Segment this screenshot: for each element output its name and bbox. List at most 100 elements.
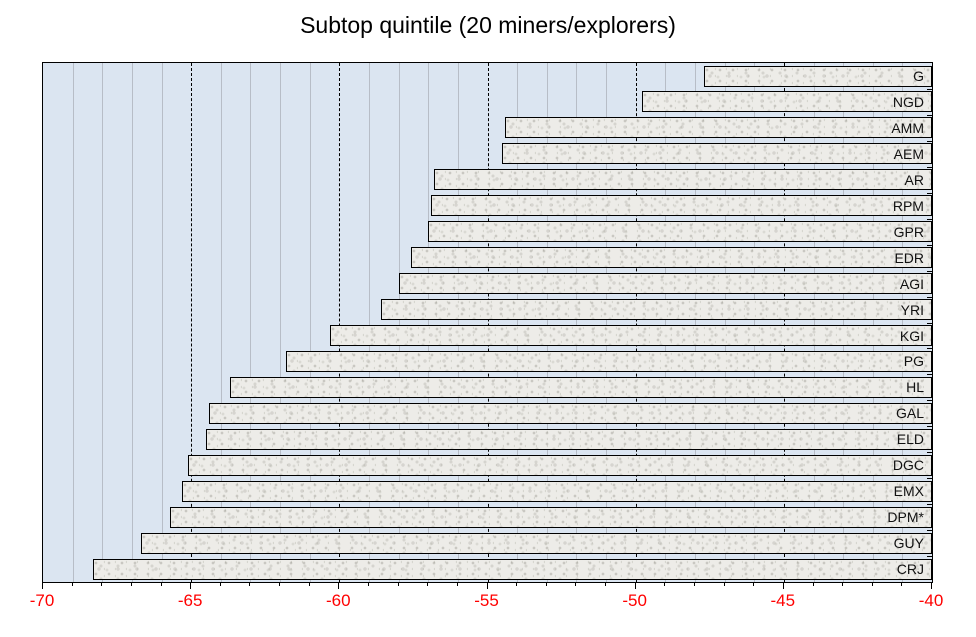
x-axis-minor-tick: [575, 582, 577, 586]
minor-gridline: [457, 63, 459, 582]
minor-gridline: [398, 63, 400, 582]
x-axis: -70 -65 -60 -55 -50 -45 -40: [30, 582, 943, 622]
minor-gridline: [280, 63, 282, 582]
minor-gridline: [694, 63, 696, 582]
bar-label: AEM: [893, 145, 924, 162]
bar-label: NGD: [892, 93, 924, 110]
category-tick: [927, 400, 932, 402]
bar-label: ELD: [896, 431, 924, 448]
minor-gridline: [576, 63, 578, 582]
major-gridline: [635, 63, 637, 582]
bar-EDR: EDR: [410, 247, 932, 269]
category-tick: [927, 348, 932, 350]
bar-RPM: RPM: [431, 195, 932, 217]
bar-label: G: [913, 68, 924, 84]
x-axis-major-tick: [782, 582, 784, 589]
bar-label: PG: [903, 353, 924, 370]
x-axis-minor-tick: [545, 582, 547, 586]
x-axis-major-tick: [190, 582, 192, 589]
category-tick: [927, 114, 932, 116]
x-axis-minor-tick: [397, 582, 399, 586]
x-axis-major-tick: [931, 582, 932, 589]
bar-DPM*: DPM*: [170, 506, 932, 528]
category-tick: [927, 322, 932, 324]
x-axis-minor-tick: [812, 582, 814, 586]
x-axis-minor-tick: [249, 582, 251, 586]
minor-gridline: [161, 63, 163, 582]
bar-label: YRI: [900, 301, 924, 318]
x-axis-label: -70: [29, 591, 55, 610]
category-tick: [927, 244, 932, 246]
category-tick: [927, 556, 932, 558]
bar-AGI: AGI: [398, 273, 932, 295]
minor-gridline: [724, 63, 726, 582]
x-axis-major-tick: [486, 582, 488, 589]
bar-HL: HL: [229, 376, 932, 398]
x-axis-minor-tick: [456, 582, 458, 586]
minor-gridline: [754, 63, 756, 582]
x-axis-minor-tick: [753, 582, 755, 586]
category-tick: [927, 270, 932, 272]
bar-AR: AR: [434, 169, 932, 191]
bar-label: EMX: [893, 483, 924, 500]
minor-gridline: [72, 63, 74, 582]
x-axis-minor-tick: [130, 582, 132, 586]
x-axis-minor-tick: [308, 582, 310, 586]
bar-label: AR: [904, 171, 924, 188]
minor-gridline: [606, 63, 607, 582]
x-axis-minor-tick: [219, 582, 221, 586]
x-axis-minor-tick: [842, 582, 844, 586]
category-tick: [927, 478, 932, 480]
bar-AMM: AMM: [505, 117, 932, 139]
category-tick: [927, 140, 932, 142]
x-axis-label: -45: [770, 591, 796, 610]
x-axis-minor-tick: [723, 582, 725, 586]
bar-ELD: ELD: [206, 428, 932, 450]
x-axis-major-tick: [634, 582, 636, 589]
x-axis-minor-tick: [368, 582, 369, 586]
x-axis-label: -55: [474, 591, 499, 610]
bar-DGC: DGC: [188, 454, 932, 476]
bar-label: RPM: [892, 197, 924, 214]
major-gridline: [191, 63, 193, 582]
x-axis-minor-tick: [901, 582, 903, 586]
category-tick: [927, 218, 932, 220]
bar-label: GUY: [893, 535, 924, 552]
bar-label: AMM: [891, 119, 924, 136]
bar-label: DGC: [892, 457, 924, 474]
chart-title: Subtop quintile (20 miners/explorers): [300, 12, 676, 38]
minor-gridline: [428, 63, 430, 582]
category-tick: [927, 530, 932, 532]
x-axis-major-tick: [338, 582, 340, 589]
category-tick: [927, 296, 932, 298]
bar-NGD: NGD: [641, 91, 932, 113]
plot-area: G NGD AMM AEM AR RPM GPR EDR AGI YRI KGI PG HL GAL ELD…: [42, 62, 933, 583]
x-axis-minor-tick: [605, 582, 606, 586]
minor-gridline: [902, 63, 904, 582]
category-tick: [927, 166, 932, 168]
category-tick: [927, 192, 932, 194]
x-axis-minor-tick: [101, 582, 103, 586]
minor-gridline: [665, 63, 667, 582]
x-axis-minor-tick: [871, 582, 873, 586]
category-tick: [927, 452, 932, 454]
minor-gridline: [250, 63, 252, 582]
bar-GUY: GUY: [140, 532, 932, 554]
x-axis-minor-tick: [279, 582, 281, 586]
bar-EMX: EMX: [182, 480, 932, 502]
bar-KGI: KGI: [330, 325, 932, 346]
minor-gridline: [220, 63, 222, 582]
bar-GPR: GPR: [428, 221, 932, 243]
x-axis-minor-tick: [427, 582, 429, 586]
bar-label: DPM*: [887, 509, 924, 526]
bar-PG: PG: [286, 350, 932, 372]
bar-GAL: GAL: [208, 402, 932, 424]
major-gridline: [339, 63, 341, 582]
minor-gridline: [843, 63, 845, 582]
bar-label: CRJ: [896, 561, 924, 578]
minor-gridline: [872, 63, 874, 582]
major-gridline: [487, 63, 489, 582]
category-tick: [927, 426, 932, 428]
x-axis-label: -50: [622, 591, 647, 610]
